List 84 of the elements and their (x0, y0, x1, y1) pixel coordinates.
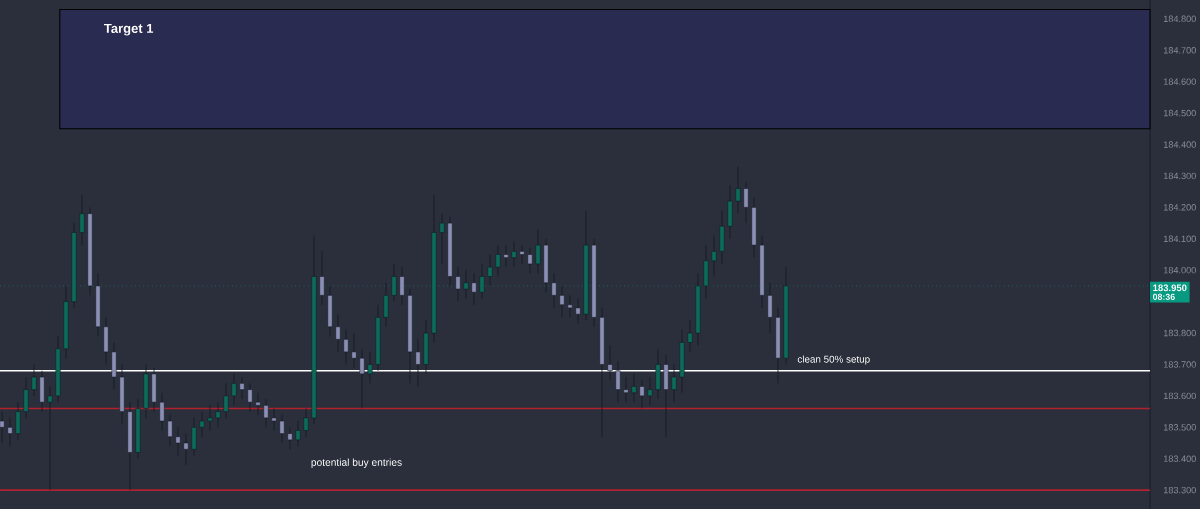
candlestick (271, 408, 277, 431)
candlestick (215, 401, 221, 428)
y-tick-label: 183.500 (1163, 424, 1196, 431)
y-tick-label: 183.700 (1163, 361, 1196, 368)
candlestick (391, 263, 397, 303)
candlestick (23, 376, 29, 419)
candlestick (455, 266, 461, 303)
y-tick-label: 183.400 (1163, 455, 1196, 462)
candlestick (567, 294, 573, 318)
candlestick (191, 417, 197, 456)
candlestick (711, 235, 717, 277)
candlestick (415, 338, 421, 387)
band-label: Target 1 (104, 23, 154, 36)
y-tick-label: 184.200 (1163, 204, 1196, 211)
candlestick (47, 386, 53, 491)
candlestick (615, 360, 621, 403)
candlestick (343, 329, 349, 365)
candlestick (623, 376, 629, 403)
candlestick (487, 254, 493, 287)
candlestick (639, 379, 645, 409)
candlestick (31, 364, 37, 397)
candlestick (79, 194, 85, 246)
annotation: potential buy entries (311, 458, 402, 468)
candlestick (351, 332, 357, 369)
candlestick (287, 426, 293, 450)
candlestick (223, 382, 229, 419)
candlestick (359, 348, 365, 409)
candlestick (439, 213, 445, 265)
candlestick (239, 376, 245, 400)
candlestick (207, 404, 213, 431)
y-tick-label: 184.400 (1163, 141, 1196, 148)
candlestick (495, 244, 501, 277)
candlestick (503, 244, 509, 268)
candlestick (607, 345, 613, 381)
candlestick (535, 228, 541, 274)
candlestick (631, 373, 637, 403)
candlestick (231, 373, 237, 406)
candlestick (15, 401, 21, 441)
candlestick (519, 244, 525, 265)
candlestick (303, 408, 309, 438)
candlestick (743, 181, 749, 224)
candlestick (527, 247, 533, 274)
y-tick-label: 184.800 (1163, 15, 1196, 23)
candlestick (0, 411, 5, 444)
candlestick (383, 282, 389, 328)
candlestick (399, 266, 405, 306)
candlestick (767, 282, 773, 334)
candlestick (735, 166, 741, 215)
candlestick (183, 433, 189, 466)
y-tick-label: 184.300 (1163, 172, 1196, 180)
y-tick-label: 184.000 (1163, 266, 1196, 274)
candlestick (319, 250, 325, 306)
candlestick (175, 426, 181, 456)
ref-line-label: clean 50% setup (797, 355, 870, 365)
candlestick (559, 285, 565, 318)
candlestick (463, 269, 469, 299)
y-tick-label: 184.500 (1163, 109, 1196, 117)
candlestick (551, 272, 557, 309)
candlestick (199, 411, 205, 438)
candlestick (479, 263, 485, 299)
y-tick-label: 184.700 (1163, 47, 1196, 54)
y-tick-label: 183.800 (1163, 329, 1196, 337)
candlestick (671, 364, 677, 403)
candlestick (367, 351, 373, 384)
candlestick (295, 420, 301, 447)
candlestick (335, 313, 341, 353)
candlestick (263, 398, 269, 428)
ref-line-label: 183.950 (1153, 284, 1187, 292)
candlestick (255, 392, 261, 416)
candlestick (7, 417, 13, 447)
candlestick (167, 414, 173, 447)
y-tick-label: 183.600 (1163, 392, 1196, 400)
candlestick (279, 414, 285, 444)
y-tick-label: 184.600 (1163, 78, 1196, 85)
y-tick-label: 184.100 (1163, 235, 1196, 243)
candlestick (471, 272, 477, 306)
candlestick (159, 392, 165, 431)
candlestick (575, 298, 581, 325)
candlestick (647, 376, 653, 406)
candlestick (687, 320, 693, 353)
candlestick (511, 241, 517, 268)
candlestick (247, 382, 253, 412)
text: 08:36 (1153, 293, 1175, 300)
y-tick-label: 183.300 (1163, 486, 1196, 494)
